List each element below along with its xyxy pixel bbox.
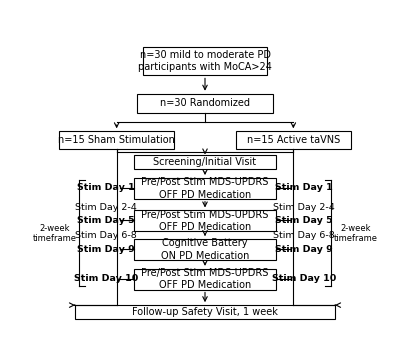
Text: Stim Day 5: Stim Day 5	[275, 216, 333, 225]
Text: Stim Day 9: Stim Day 9	[77, 245, 135, 254]
Text: Follow-up Safety Visit, 1 week: Follow-up Safety Visit, 1 week	[132, 307, 278, 317]
Text: Stim Day 5: Stim Day 5	[77, 216, 135, 225]
Text: Cognitive Battery
ON PD Medication: Cognitive Battery ON PD Medication	[161, 238, 249, 261]
Text: Stim Day 9: Stim Day 9	[275, 245, 333, 254]
FancyBboxPatch shape	[236, 131, 351, 149]
FancyBboxPatch shape	[134, 239, 276, 260]
Text: n=15 Sham Stimulation: n=15 Sham Stimulation	[58, 135, 175, 145]
Text: Stim Day 2-4: Stim Day 2-4	[273, 203, 335, 212]
Text: 2-week
timeframe: 2-week timeframe	[32, 223, 76, 243]
FancyBboxPatch shape	[75, 305, 335, 319]
FancyBboxPatch shape	[59, 131, 174, 149]
Text: n=15 Active taVNS: n=15 Active taVNS	[247, 135, 340, 145]
FancyBboxPatch shape	[134, 269, 276, 289]
Text: n=30 mild to moderate PD
participants with MoCA>24: n=30 mild to moderate PD participants wi…	[138, 50, 272, 72]
Text: Stim Day 6-8: Stim Day 6-8	[273, 231, 335, 240]
Text: Stim Day 6-8: Stim Day 6-8	[75, 231, 137, 240]
FancyBboxPatch shape	[134, 178, 276, 199]
Text: Pre/Post Stim MDS-UPDRS
OFF PD Medication: Pre/Post Stim MDS-UPDRS OFF PD Medicatio…	[141, 177, 269, 200]
Text: Stim Day 1: Stim Day 1	[275, 183, 333, 192]
FancyBboxPatch shape	[134, 155, 276, 169]
Text: Pre/Post Stim MDS-UPDRS
OFF PD Medication: Pre/Post Stim MDS-UPDRS OFF PD Medicatio…	[141, 210, 269, 232]
Text: Pre/Post Stim MDS-UPDRS
OFF PD Medication: Pre/Post Stim MDS-UPDRS OFF PD Medicatio…	[141, 268, 269, 290]
Text: 2-week
timeframe: 2-week timeframe	[334, 223, 378, 243]
Text: Screening/Initial Visit: Screening/Initial Visit	[154, 157, 256, 167]
Text: Stim Day 10: Stim Day 10	[272, 274, 336, 283]
Text: Stim Day 1: Stim Day 1	[77, 183, 135, 192]
FancyBboxPatch shape	[143, 47, 267, 75]
FancyBboxPatch shape	[134, 210, 276, 231]
FancyBboxPatch shape	[137, 94, 273, 113]
Text: n=30 Randomized: n=30 Randomized	[160, 98, 250, 109]
Text: Stim Day 10: Stim Day 10	[74, 274, 138, 283]
Text: Stim Day 2-4: Stim Day 2-4	[75, 203, 137, 212]
